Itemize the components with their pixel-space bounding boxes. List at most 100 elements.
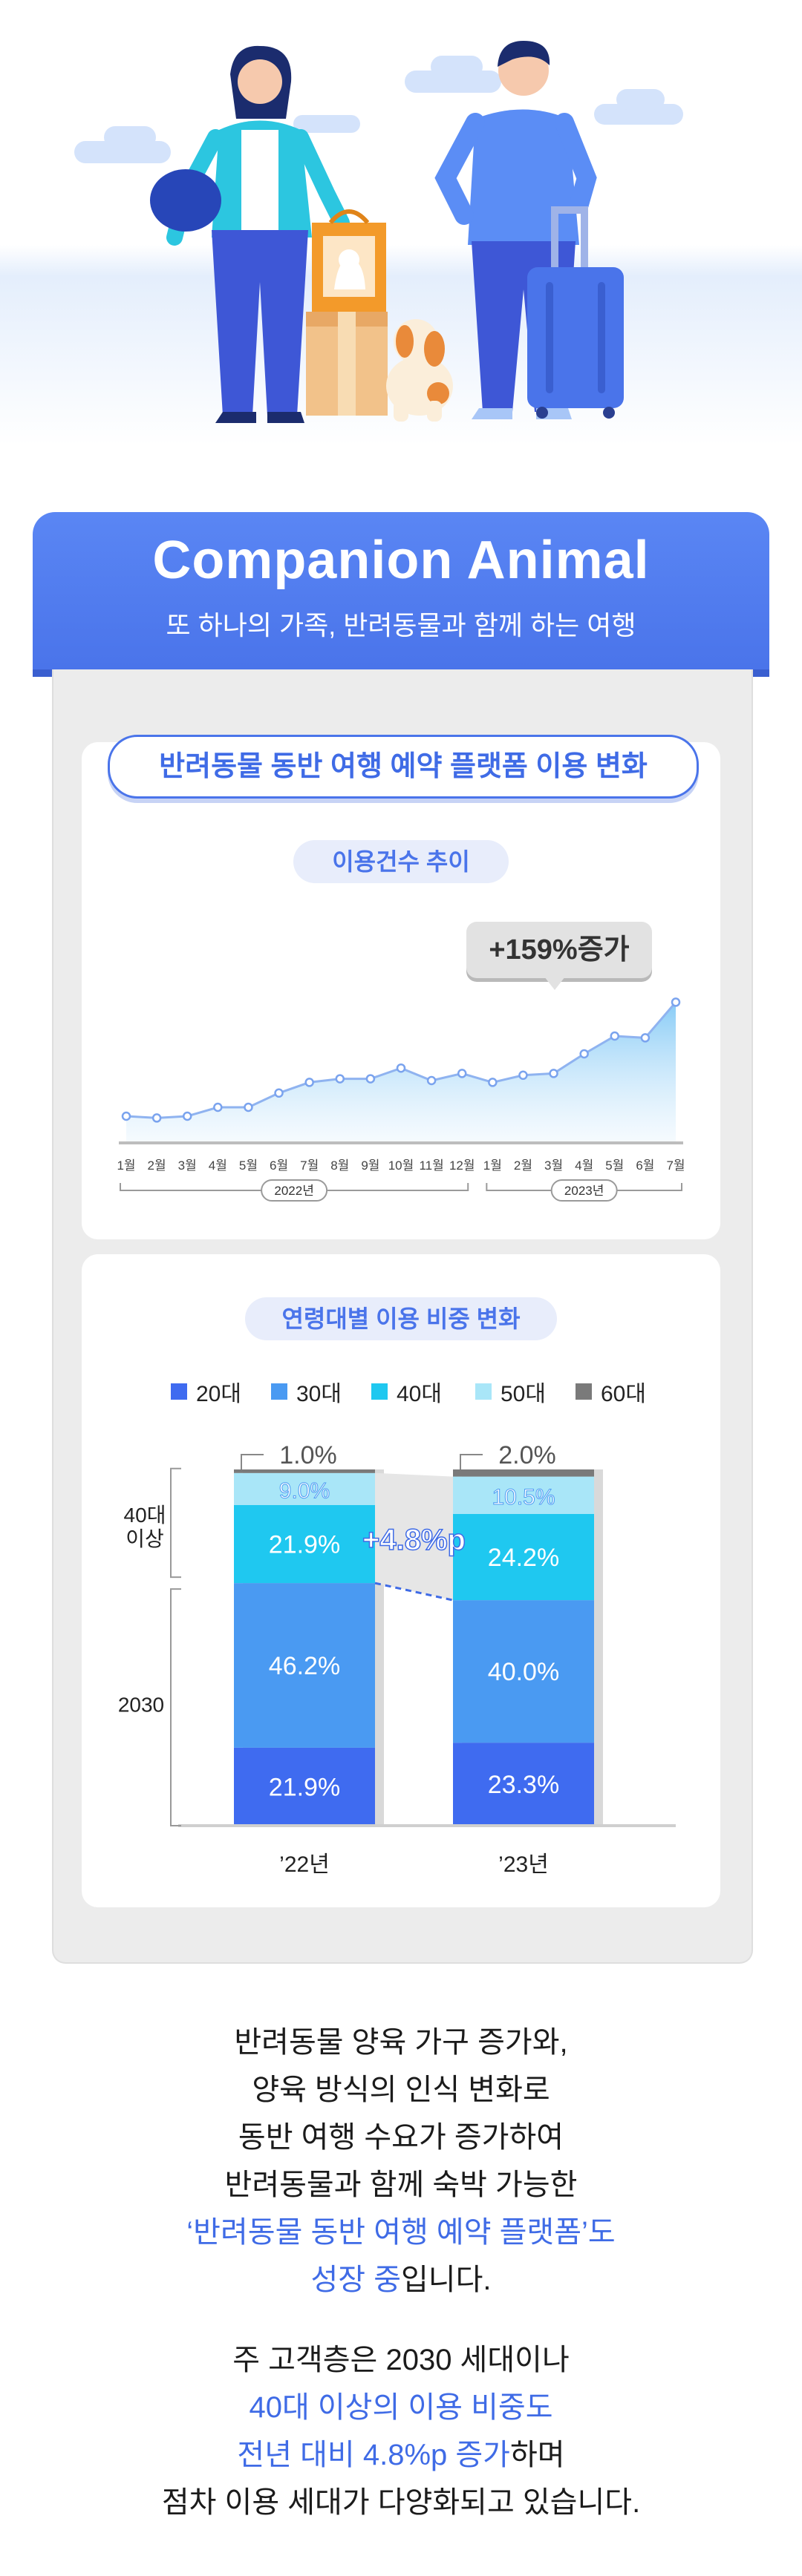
data-point: [365, 1074, 376, 1084]
data-point: [549, 1069, 558, 1078]
bar-segment: [453, 1514, 594, 1601]
body-text: 반려동물 양육 가구 증가와, 양육 방식의 인식 변화로 동반 여행 수요가 …: [0, 2019, 802, 2559]
legend-item: 40대: [371, 1377, 442, 1406]
x-tick-label: ’22년: [279, 1852, 330, 1877]
legend-swatch-30: [271, 1383, 287, 1400]
legend-swatch-40: [371, 1383, 388, 1400]
legend-item: 60대: [576, 1377, 646, 1406]
x-tick-label: 11월: [419, 1158, 443, 1173]
bar-value-label: 1.0%: [279, 1441, 337, 1469]
year-badge: [261, 1179, 328, 1202]
x-tick-label: 2월: [148, 1158, 166, 1173]
data-point: [274, 1088, 284, 1098]
x-tick-label: 10월: [388, 1158, 414, 1173]
x-tick-label: ’23년: [498, 1852, 549, 1877]
bar-segment: [234, 1472, 375, 1505]
woman-figure: [150, 45, 350, 423]
data-point: [671, 997, 681, 1007]
bar-value-label: 46.2%: [269, 1652, 340, 1680]
legend-swatch-20: [171, 1383, 187, 1400]
chart-title: 연령대별 이용 비중 변화: [245, 1297, 557, 1340]
x-tick-label: 3월: [544, 1158, 563, 1173]
callout-tail: [544, 977, 565, 990]
legend-item: 30대: [271, 1377, 342, 1406]
bar-segment: [453, 1476, 594, 1514]
bar-value-label: 10.5%: [492, 1485, 555, 1510]
section-title: 반려동물 동반 여행 예약 플랫폼 이용 변화: [108, 735, 699, 799]
group-bracket: [170, 1588, 181, 1826]
legend-swatch-60: [576, 1383, 592, 1400]
x-tick-label: 6월: [270, 1158, 288, 1173]
bar-segment: [234, 1469, 375, 1473]
data-point: [518, 1070, 528, 1081]
leader-line: [460, 1454, 483, 1469]
stacked-bar-chart: 21.9% 46.2% 21.9% 9.0% 1.0% ’22년 23.3% 40.0% 24.…: [118, 1441, 676, 1877]
group-bracket: [170, 1467, 181, 1579]
year-label: 2023년: [564, 1184, 604, 1198]
year-badge: [550, 1179, 618, 1202]
group-label: 이상: [125, 1527, 164, 1550]
bar-value-label: 21.9%: [269, 1531, 340, 1559]
bar-segment: [234, 1747, 375, 1826]
dog-figure: [386, 319, 453, 422]
bar-value-label: 23.3%: [488, 1771, 559, 1799]
x-tick-label: 4월: [209, 1158, 227, 1173]
bar-segment: [453, 1469, 594, 1477]
data-point: [488, 1078, 498, 1087]
line-chart: 1월 2월 3월 4월 5월 6월 7월 8월 9월 10월 11월 12월 1월 2월 3월 4월 5월 6월 7…: [117, 997, 685, 1202]
data-point: [182, 1111, 192, 1121]
data-point: [396, 1063, 406, 1073]
bar-value-label: 9.0%: [279, 1478, 330, 1503]
bar-value-label: 24.2%: [488, 1544, 559, 1572]
bar-segment: [234, 1583, 375, 1748]
x-tick-label: 1월: [483, 1158, 502, 1173]
data-point: [457, 1069, 467, 1078]
bar-value-label: 2.0%: [498, 1441, 556, 1469]
year-label: 2022년: [274, 1184, 313, 1198]
bar-segment: [234, 1505, 375, 1584]
leader-line: [241, 1454, 264, 1469]
x-tick-label: 1월: [117, 1158, 135, 1173]
x-tick-label: 9월: [361, 1158, 379, 1173]
data-point: [579, 1049, 589, 1059]
x-tick-label: 8월: [330, 1158, 349, 1173]
bar-value-label: 21.9%: [269, 1773, 340, 1801]
x-tick-label: 5월: [239, 1158, 258, 1173]
x-tick-label: 7월: [666, 1158, 685, 1173]
change-label: +4.8%p: [362, 1524, 466, 1556]
paragraph-1: 반려동물 양육 가구 증가와, 양육 방식의 인식 변화로 동반 여행 수요가 …: [186, 2026, 616, 2296]
x-tick-label: 3월: [178, 1158, 197, 1173]
data-point: [121, 1111, 131, 1121]
data-point: [610, 1031, 620, 1041]
chart-title: 이용건수 추이: [293, 840, 509, 883]
x-tick-label: 2월: [514, 1158, 532, 1173]
data-point: [640, 1033, 651, 1043]
x-tick-label: 6월: [636, 1158, 654, 1173]
x-tick-label: 5월: [605, 1158, 624, 1173]
data-point: [335, 1074, 345, 1084]
suitcase-icon: [527, 206, 624, 419]
usage-trend-card: [82, 742, 720, 1239]
pet-carrier: [306, 209, 388, 416]
legend-item: 20대: [171, 1377, 241, 1406]
data-point: [304, 1078, 314, 1087]
group-label: 40대: [124, 1504, 166, 1527]
growth-callout: +159%증가: [466, 922, 652, 978]
data-point: [426, 1075, 437, 1086]
change-dashed-line: [374, 1582, 454, 1602]
connector-band: [375, 1472, 453, 1601]
paragraph-2: 주 고객층은 2030 세대이나 40대 이상의 이용 비중도 전년 대비 4.…: [161, 2344, 641, 2519]
x-tick-label: 12월: [449, 1158, 475, 1173]
banner-subtitle: 또 하나의 가족, 반려동물과 함께 하는 여행: [166, 610, 636, 640]
title-banner: Companion Animal 또 하나의 가족, 반려동물과 함께 하는 여…: [33, 512, 769, 669]
legend-swatch-50: [475, 1383, 492, 1400]
hero-illustration: [0, 0, 802, 445]
cloud-icon: [74, 56, 683, 163]
group-label: 2030: [118, 1694, 164, 1717]
bar-segment: [453, 1743, 594, 1826]
data-point: [244, 1102, 253, 1112]
legend-item: 50대: [475, 1377, 546, 1406]
x-tick-label: 4월: [575, 1158, 593, 1173]
bar-value-label: 40.0%: [488, 1658, 559, 1686]
data-point: [213, 1102, 223, 1112]
